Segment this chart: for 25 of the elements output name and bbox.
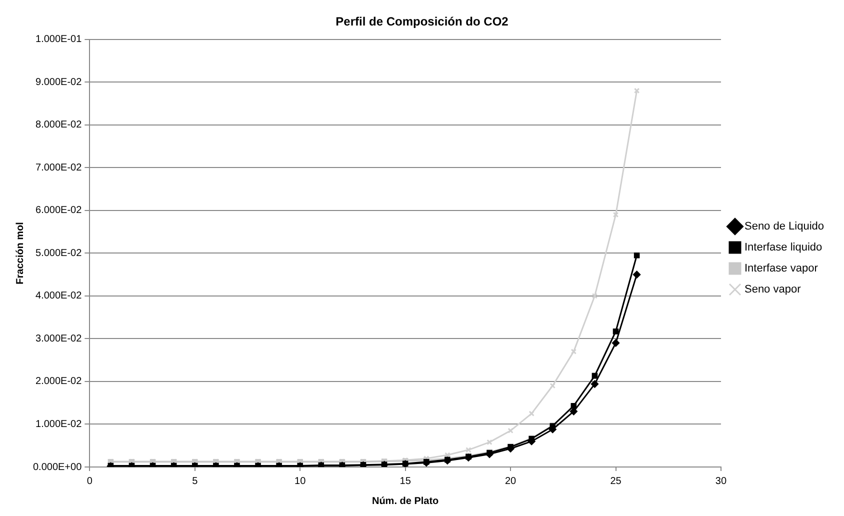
- y-tick-label: 8.000E-02: [36, 120, 82, 131]
- x-tick-label: 10: [294, 476, 306, 487]
- legend-label: Interfase vapor: [744, 262, 818, 275]
- x-tick-label: 15: [400, 476, 412, 487]
- x-tick-label: 0: [86, 476, 93, 487]
- x-tick-label: 5: [192, 476, 198, 487]
- y-tick-label: 5.000E-02: [36, 248, 82, 259]
- x-tick-label: 30: [715, 476, 727, 487]
- y-tick-label: 0.000E+00: [32, 462, 82, 473]
- y-tick-label: 9.000E-02: [36, 76, 82, 88]
- y-tick-label: 4.000E-02: [36, 290, 82, 302]
- x-tick-label: 25: [610, 476, 622, 487]
- y-tick-label: 1.000E-01: [36, 34, 82, 46]
- legend-label: Interfase liquido: [744, 242, 822, 254]
- chart-title: Perfil de Composición do CO2: [336, 14, 509, 29]
- y-tick-label: 2.000E-02: [36, 376, 82, 388]
- x-tick-label: 20: [504, 476, 517, 487]
- legend-label: Seno vapor: [744, 284, 802, 296]
- legend-label: Seno de Liquido: [744, 220, 824, 233]
- y-tick-label: 6.000E-02: [36, 205, 82, 216]
- x-axis-title: Núm. de Plato: [372, 496, 439, 507]
- y-tick-label: 3.000E-02: [36, 333, 82, 344]
- y-tick-label: 7.000E-02: [36, 162, 82, 174]
- y-tick-label: 1.000E-02: [36, 418, 82, 430]
- y-axis-title: Fracción mol: [14, 222, 26, 284]
